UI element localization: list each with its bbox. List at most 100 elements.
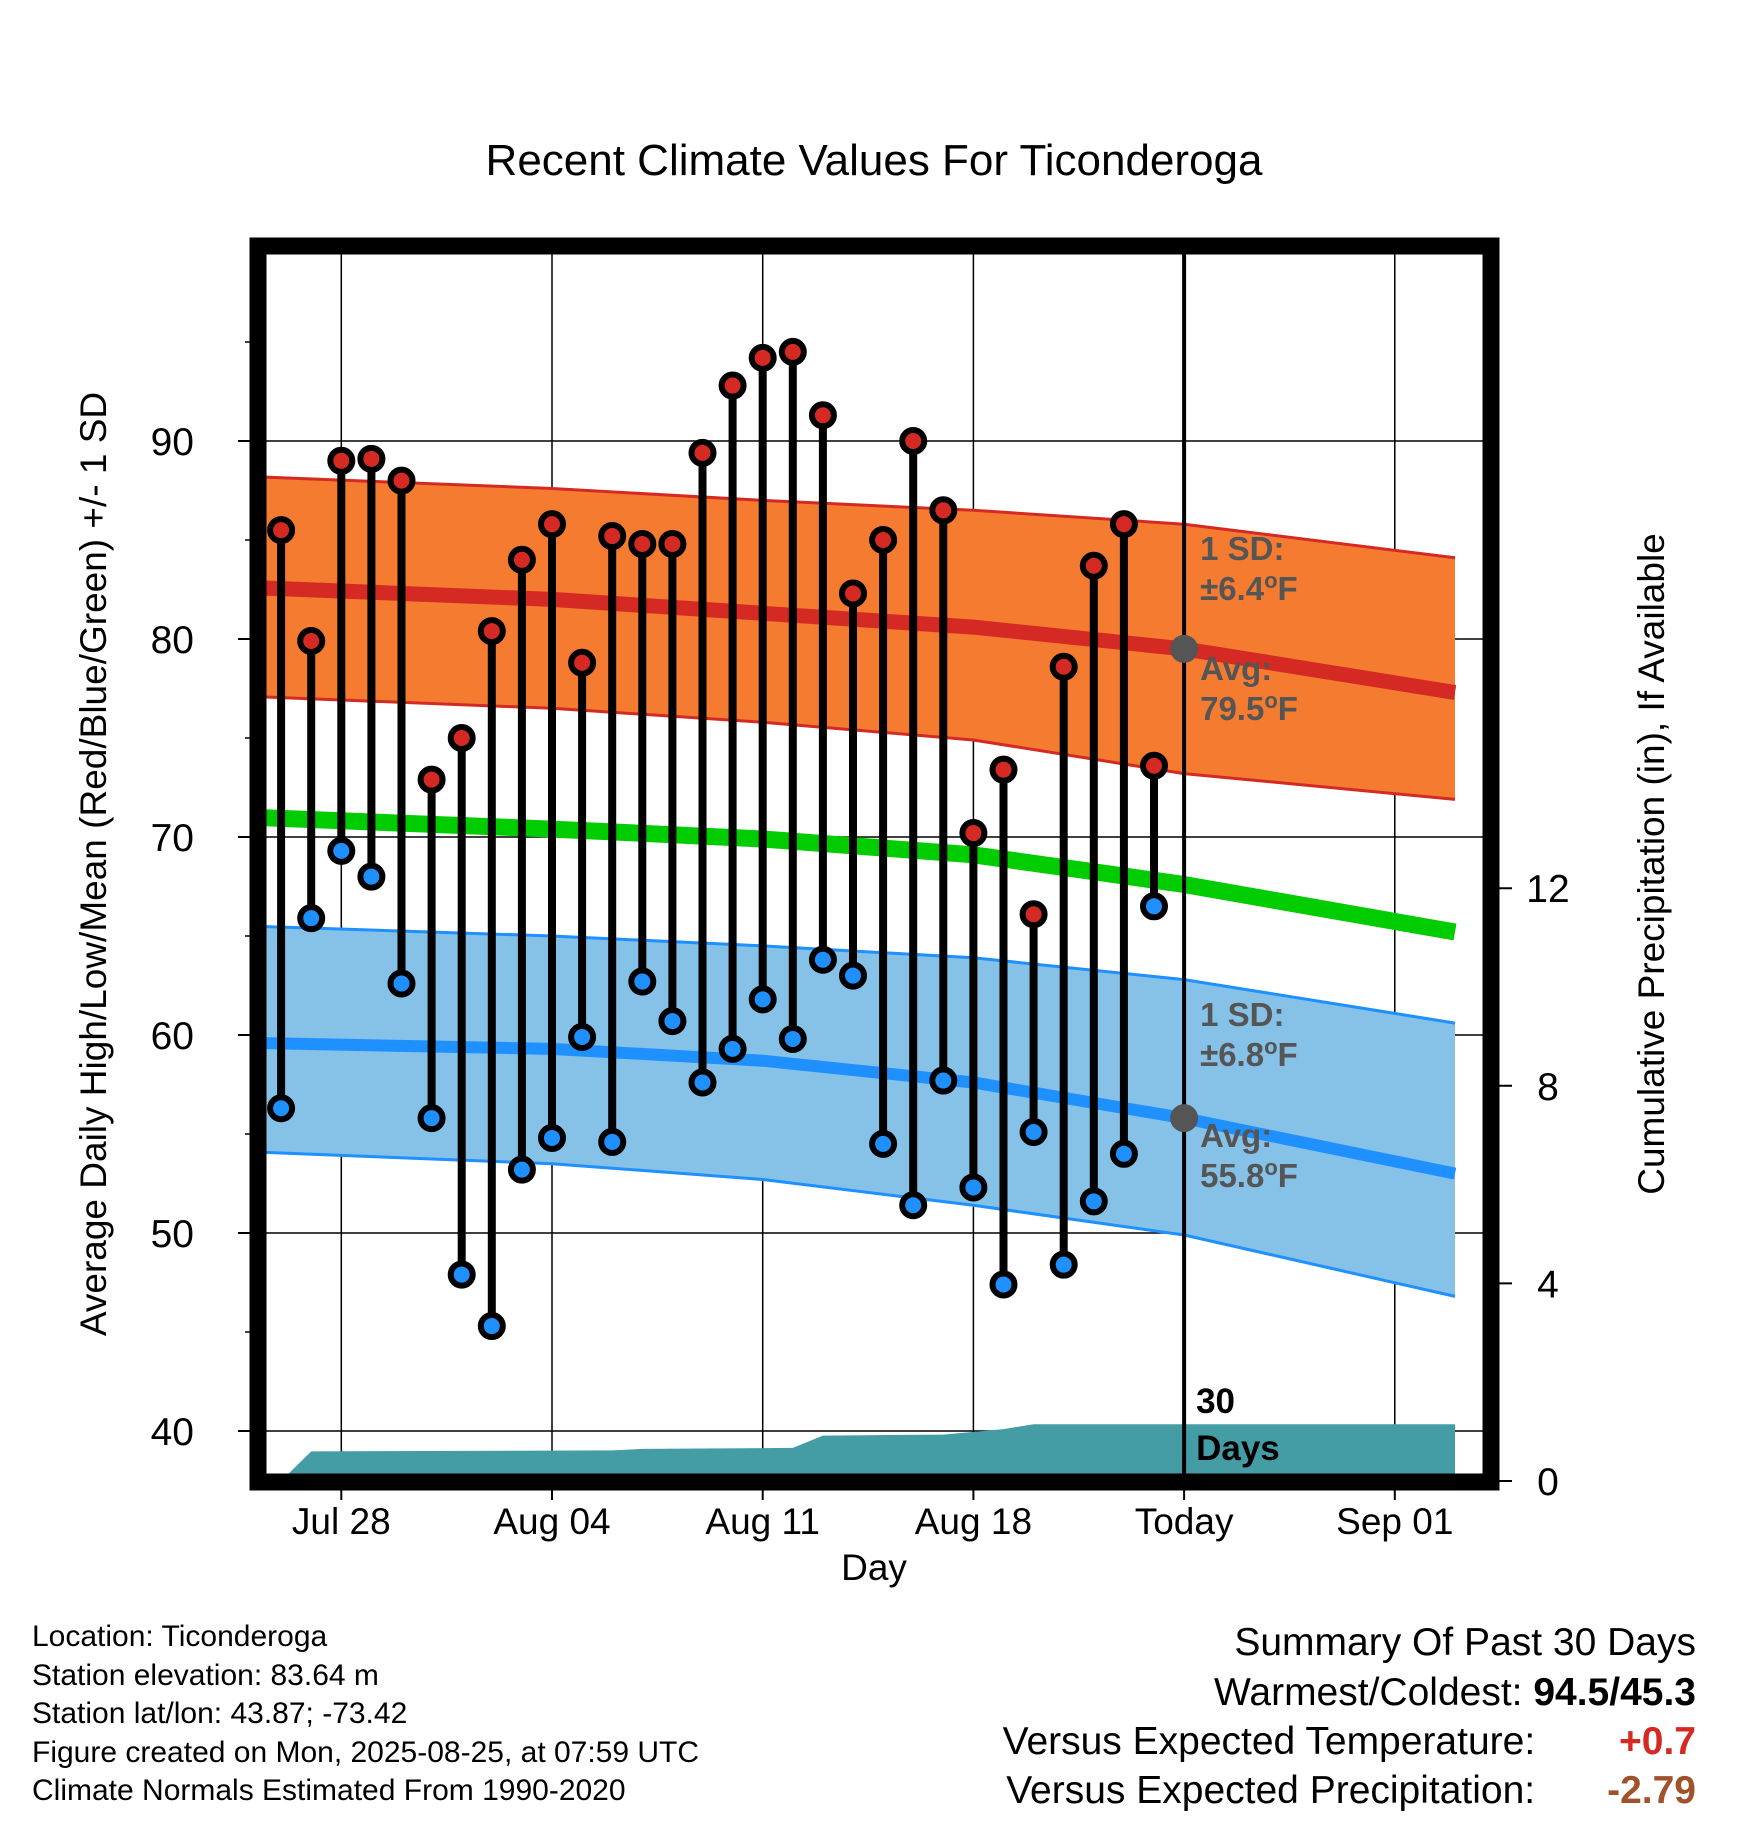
low-avg-annotation: Avg: 55.8oF (1200, 1117, 1298, 1194)
x-tick-label: Today (1135, 1501, 1234, 1542)
daily-low-point (778, 1024, 807, 1053)
precipitation-area (259, 1424, 1455, 1483)
daily-high-point (1079, 551, 1108, 580)
daily-low-point (1049, 1250, 1078, 1279)
grid-lines (259, 245, 1490, 1483)
daily-low-point (447, 1260, 476, 1289)
daily-low-point (808, 945, 837, 974)
daily-high-point (297, 626, 326, 655)
y-tick-label: 40 (151, 1411, 194, 1454)
low-sd-lower-line (259, 1150, 1456, 1298)
daily-low-point (869, 1129, 898, 1158)
summary-heading: Summary Of Past 30 Days (1234, 1621, 1696, 1664)
low-sd-upper-line (259, 924, 1456, 1025)
daily-low-point (718, 1034, 747, 1063)
chart-title: Recent Climate Values For Ticonderoga (486, 136, 1263, 185)
daily-high-point (538, 510, 566, 539)
axis-ticks: 40 50 60 70 80 90 0 4 8 12 Jul 28 Aug 04 Aug 11 Aug 1… (151, 341, 1570, 1542)
location-text: Location: Ticonderoga (32, 1620, 328, 1653)
daily-low-point (568, 1022, 597, 1051)
y2-tick-label: 8 (1537, 1066, 1559, 1109)
daily-high-point (1140, 751, 1168, 780)
daily-low-point (507, 1155, 536, 1184)
warmest-coldest-value: 94.5/45.3 (1533, 1671, 1696, 1714)
daily-high-point (327, 446, 356, 475)
daily-low-point (297, 904, 326, 933)
y-axis-title: Average Daily High/Low/Mean (Red/Blue/Gr… (73, 392, 114, 1336)
daily-low-point (357, 862, 386, 891)
today-avg-high-point (1170, 634, 1199, 663)
temp-departure-value: +0.7 (1619, 1720, 1696, 1763)
normals-text: Climate Normals Estimated From 1990-2020 (32, 1774, 626, 1808)
daily-high-point (477, 617, 506, 646)
daily-high-point (869, 526, 898, 554)
precip-departure-row: Versus Expected Precipitation: -2.79 (1003, 1766, 1696, 1815)
precip-departure-value: -2.79 (1607, 1769, 1696, 1812)
daily-low-point (327, 836, 356, 865)
y-tick-label: 90 (151, 421, 194, 464)
avg-high-line (259, 580, 1457, 700)
daily-high-point (357, 444, 386, 473)
y2-tick-label: 4 (1537, 1263, 1559, 1306)
daily-high-point (778, 337, 807, 366)
daily-high-point (1109, 510, 1138, 539)
climate-chart: Recent Climate Values For Ticonderoga 40… (73, 136, 1672, 1588)
daily-temperature-marks (267, 337, 1199, 1341)
daily-low-point (267, 1094, 296, 1123)
daily-high-point (628, 529, 657, 558)
daily-high-point (598, 522, 627, 551)
daily-high-point (748, 343, 777, 372)
temp-departure-label: Versus Expected Temperature: (1002, 1720, 1536, 1763)
elevation-text: Station elevation: 83.64 m (32, 1658, 379, 1692)
daily-low-point (1079, 1187, 1108, 1216)
daily-low-point (538, 1123, 566, 1152)
station-info: Location: Ticonderoga Station elevation:… (32, 1618, 699, 1811)
daily-high-point (718, 371, 747, 400)
daily-low-point (387, 969, 416, 998)
x-tick-label: Aug 04 (493, 1501, 610, 1542)
daily-high-point (959, 819, 988, 848)
precip-departure-label: Versus Expected Precipitation: (1006, 1769, 1536, 1812)
daily-high-point (808, 401, 837, 430)
daily-low-point (598, 1127, 627, 1156)
daily-low-point (1140, 892, 1168, 921)
y-tick-label: 50 (151, 1213, 194, 1256)
y-tick-label: 60 (151, 1015, 194, 1058)
y2-tick-label: 12 (1526, 868, 1569, 911)
low-sd-band (259, 926, 1455, 1297)
daily-high-point (447, 724, 476, 752)
daily-low-point (959, 1173, 988, 1202)
daily-high-point (267, 516, 296, 545)
warmest-coldest-row: Warmest/Coldest: 94.5/45.3 (1003, 1668, 1696, 1717)
daily-high-point (507, 545, 536, 574)
daily-high-point (1019, 900, 1048, 929)
created-text: Figure created on Mon, 2025-08-25, at 07… (32, 1735, 700, 1769)
precip-area (259, 1424, 1455, 1483)
daily-low-point (748, 985, 777, 1014)
y-tick-label: 80 (151, 619, 194, 662)
y-tick-label: 70 (151, 817, 194, 860)
annotations: 1 SD: ±6.4oF Avg: 79.5oF 1 SD: ±6.8oF Avg: 55.8… (1196, 530, 1298, 1468)
daily-high-point (1049, 652, 1078, 681)
y2-tick-label: 0 (1537, 1461, 1559, 1504)
daily-high-point (839, 579, 867, 608)
daily-low-point (929, 1066, 958, 1095)
daily-high-point (417, 765, 446, 794)
x-tick-label: Aug 11 (705, 1501, 820, 1542)
today-avg-low-point (1170, 1104, 1199, 1133)
x-tick-label: Aug 18 (915, 1501, 1032, 1542)
daily-high-point (387, 466, 416, 495)
daily-low-point (1109, 1139, 1138, 1168)
plot-frame (249, 237, 1500, 1491)
y2-axis-title: Cumulative Precipitation (in), If Availa… (1631, 533, 1672, 1195)
daily-high-point (568, 648, 597, 677)
warmest-coldest-label: Warmest/Coldest: (1214, 1671, 1523, 1714)
avg-low-line (259, 1037, 1457, 1180)
daily-low-point (899, 1191, 928, 1220)
daily-low-point (989, 1270, 1018, 1299)
daily-low-point (477, 1312, 506, 1341)
high-sd-annotation: 1 SD: ±6.4oF (1200, 530, 1298, 607)
daily-high-point (929, 496, 958, 525)
daily-high-point (989, 755, 1018, 784)
daily-low-point (628, 967, 657, 996)
